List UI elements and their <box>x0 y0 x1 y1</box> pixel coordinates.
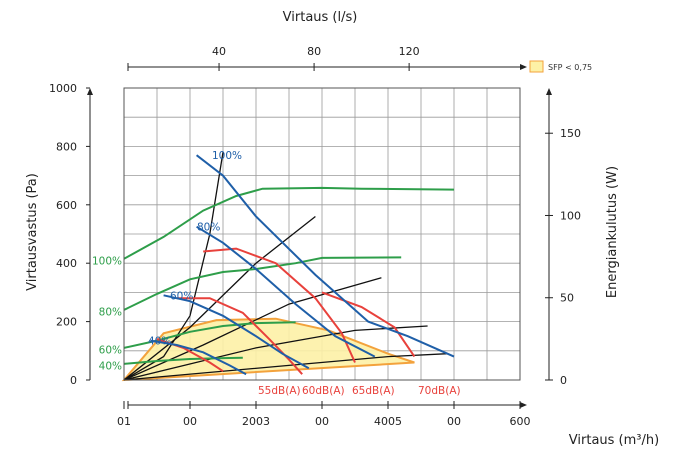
system-curve <box>123 353 448 381</box>
sfp-legend-label: SFP < 0,75 <box>548 63 592 72</box>
bottom-tick-label: 600 <box>510 415 531 428</box>
left-tick-label: 600 <box>56 199 77 212</box>
top-tick-label: 80 <box>307 45 321 58</box>
sound-curve <box>321 291 416 358</box>
power-curve <box>123 186 455 260</box>
bottom-axis-title: Virtaus (m³/h) <box>569 433 659 448</box>
power-curve <box>123 356 243 365</box>
left-tick-label: 400 <box>56 257 77 270</box>
speed-curves <box>150 154 455 376</box>
right-tick-label: 50 <box>560 292 574 305</box>
plot-border <box>123 87 521 381</box>
power-curve <box>123 256 402 311</box>
power-curve <box>123 321 296 349</box>
speed-curve <box>195 154 455 358</box>
speed-curve <box>150 339 247 376</box>
top-tick-label: 120 <box>399 45 420 58</box>
left-axis-title: Virtausvastus (Pa) <box>25 173 40 291</box>
speed-curve <box>196 225 376 358</box>
bottom-tick-label: 00 <box>315 415 329 428</box>
curve-labels: 100% 80% 60% 40% 100% 80% 60% 40% 55dB(A) 60dB(A)… <box>92 150 461 397</box>
sfp-legend-swatch <box>529 60 544 73</box>
right-axis-arrow <box>546 88 552 95</box>
bottom-tick-label: 00 <box>447 415 461 428</box>
sound-curve-label: 65dB(A) <box>352 385 395 397</box>
speed-curve <box>163 294 310 370</box>
power-curve-label: 60% <box>99 344 122 356</box>
bottom-tick-label: 4005 <box>374 415 402 428</box>
sound-curve-label: 70dB(A) <box>418 385 461 397</box>
bottom-tick-label: 01 <box>117 415 131 428</box>
left-tick-label: 1000 <box>49 82 77 95</box>
top-axis-ticks: 40 80 120 <box>212 45 420 71</box>
power-curve-label: 100% <box>92 255 122 267</box>
left-tick-label: 0 <box>70 374 77 387</box>
top-tick-label: 40 <box>212 45 226 58</box>
right-tick-label: 150 <box>560 127 581 140</box>
bottom-tick-label: 00 <box>183 415 197 428</box>
bottom-axis-ticks: 01 00 2003 00 4005 00 600 <box>117 401 531 428</box>
left-tick-label: 200 <box>56 316 77 329</box>
speed-curve-label: 100% <box>212 150 242 162</box>
system-curve <box>123 325 428 381</box>
left-axis-ticks: 0 200 400 600 800 1000 <box>49 82 90 387</box>
left-axis-arrow <box>87 88 93 95</box>
sound-curve-label: 60dB(A) <box>302 385 345 397</box>
left-tick-label: 800 <box>56 140 77 153</box>
sfp-zone-area <box>121 317 415 382</box>
right-tick-label: 0 <box>560 374 567 387</box>
top-axis-title: Virtaus (l/s) <box>283 10 358 25</box>
right-axis-ticks: 0 50 100 150 <box>545 127 581 387</box>
right-axis-title: Energiankulutus (W) <box>605 166 620 298</box>
power-curves <box>123 186 455 365</box>
bottom-tick-label: 2003 <box>242 415 270 428</box>
bottom-axis-arrow <box>520 402 527 408</box>
sound-curve <box>176 297 303 375</box>
power-curve-label: 40% <box>99 360 122 372</box>
top-axis-arrow <box>520 64 527 70</box>
power-curve-label: 80% <box>99 306 122 318</box>
speed-curve-label: 60% <box>170 290 193 302</box>
system-curve <box>123 215 316 381</box>
sfp-zone <box>121 317 415 382</box>
sound-curve-label: 55dB(A) <box>258 385 301 397</box>
speed-curve-label: 40% <box>148 336 171 348</box>
speed-curve-label: 80% <box>197 222 220 234</box>
right-tick-label: 100 <box>560 209 581 222</box>
